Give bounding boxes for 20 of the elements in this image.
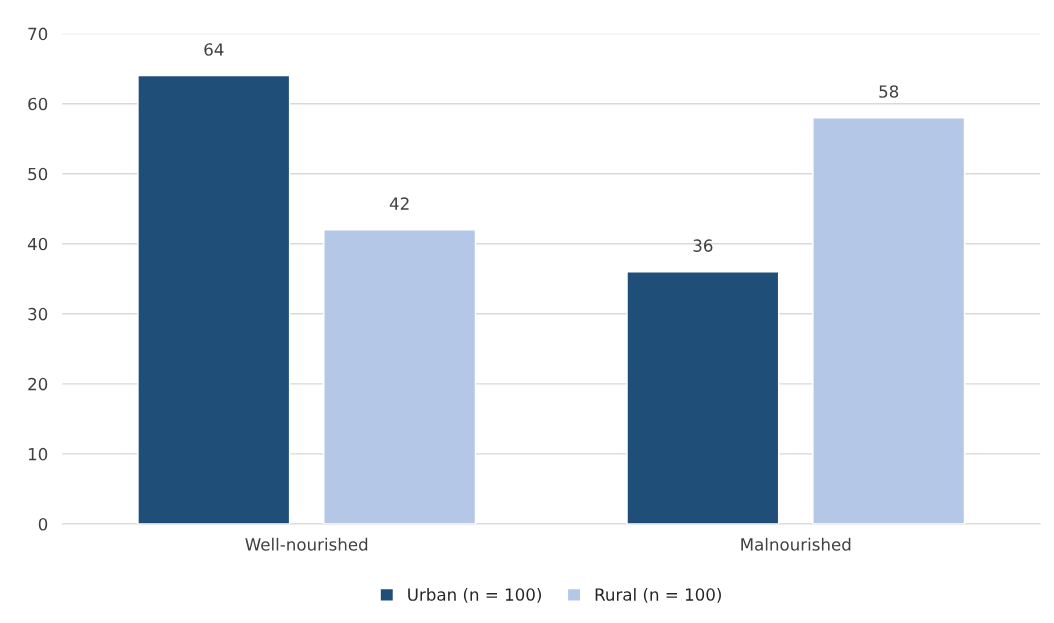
- bar: [323, 229, 477, 524]
- bar: [812, 116, 966, 524]
- data-label: 58: [879, 85, 899, 98]
- data-label: 36: [693, 239, 713, 252]
- legend-label: Urban (n = 100): [408, 587, 541, 603]
- y-tick-label: 10: [28, 447, 48, 461]
- y-tick-label: 40: [27, 237, 48, 251]
- data-label: 64: [204, 43, 224, 56]
- y-tick-label: 0: [38, 517, 48, 531]
- x-tick-label: Well-nourished: [245, 537, 368, 551]
- x-tick-label: Malnourished: [741, 537, 851, 551]
- data-label: 42: [389, 197, 409, 210]
- y-tick-label: 60: [28, 97, 48, 111]
- bar: [137, 74, 291, 524]
- y-tick-label: 30: [28, 307, 48, 321]
- bar: [626, 271, 780, 524]
- legend-label: Rural (n = 100): [595, 587, 721, 603]
- y-tick-label: 50: [28, 167, 48, 181]
- y-tick-label: 70: [28, 27, 48, 41]
- y-tick-label: 20: [28, 377, 48, 391]
